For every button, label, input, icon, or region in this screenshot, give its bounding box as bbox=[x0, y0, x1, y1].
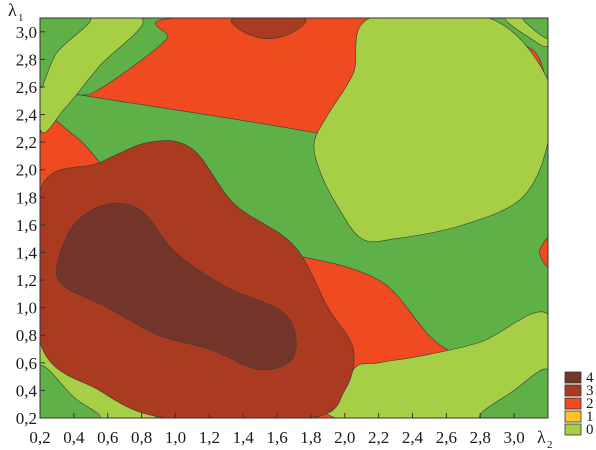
contour-region-7 bbox=[40, 18, 92, 88]
y-axis-ticks: 0,2 0,4 0,6 0,8 1,0 1,2 1,4 1,6 1,8 2,0 2,2 2,4 2,6 2… bbox=[16, 23, 45, 428]
y-axis-label: λ bbox=[8, 0, 17, 20]
x-tick-label: 1,2 bbox=[199, 428, 220, 447]
x-tick-label: 2,0 bbox=[334, 428, 355, 447]
legend-label: 0 bbox=[586, 422, 594, 438]
y-tick-label: 0,6 bbox=[16, 354, 37, 373]
legend-label: 3 bbox=[586, 383, 594, 399]
plot-frame bbox=[39, 17, 549, 419]
contour-regions bbox=[40, 18, 548, 418]
y-tick-label: 2,0 bbox=[16, 161, 37, 180]
x-tick-label: 0,6 bbox=[97, 428, 118, 447]
x-axis-label: λ bbox=[537, 427, 546, 447]
y-tick-label: 0,4 bbox=[16, 381, 38, 400]
y-tick-label: 2,2 bbox=[16, 133, 37, 152]
x-tick-label: 1,4 bbox=[233, 428, 255, 447]
contour-region-8 bbox=[522, 18, 548, 40]
y-tick-label: 0,8 bbox=[16, 326, 37, 345]
legend-swatch bbox=[564, 371, 582, 384]
legend-label: 1 bbox=[586, 409, 594, 425]
legend-swatch bbox=[564, 410, 582, 423]
y-tick-label: 2,4 bbox=[16, 106, 38, 125]
x-tick-label: 3,0 bbox=[504, 428, 525, 447]
y-tick-label: 1,4 bbox=[16, 243, 38, 262]
contour-region-5 bbox=[313, 18, 548, 243]
contour-region-6 bbox=[324, 311, 548, 418]
x-tick-label: 2,6 bbox=[436, 428, 457, 447]
contour-region-14 bbox=[539, 238, 548, 267]
y-tick-label: 2,6 bbox=[16, 78, 37, 97]
x-tick-label: 2,8 bbox=[470, 428, 491, 447]
legend-swatch bbox=[564, 384, 582, 397]
x-tick-label: 2,2 bbox=[368, 428, 389, 447]
contour-region-1 bbox=[40, 18, 144, 134]
legend-label: 4 bbox=[586, 370, 594, 386]
x-tick-label: 0,2 bbox=[29, 428, 50, 447]
contour-region-13 bbox=[230, 18, 307, 40]
legend-label: 2 bbox=[586, 396, 594, 412]
x-tick-label: 0,4 bbox=[63, 428, 85, 447]
y-tick-label: 0,2 bbox=[16, 409, 37, 428]
legend-swatch bbox=[564, 397, 582, 410]
x-tick-label: 1,0 bbox=[165, 428, 186, 447]
y-tick-label: 1,6 bbox=[16, 216, 37, 235]
y-tick-label: 1,2 bbox=[16, 271, 37, 290]
y-tick-label: 3,0 bbox=[16, 23, 37, 42]
contour-region-12 bbox=[56, 202, 297, 371]
y-tick-label: 2,8 bbox=[16, 50, 37, 69]
legend-swatch bbox=[564, 423, 582, 436]
contour-region-9 bbox=[40, 365, 101, 418]
y-tick-label: 1,0 bbox=[16, 299, 37, 318]
contour-region-10 bbox=[479, 368, 548, 418]
x-tick-label: 1,8 bbox=[300, 428, 321, 447]
x-axis-ticks: 0,2 0,4 0,6 0,8 1,0 1,2 1,4 1,6 1,8 2,0 2,2 2,4 2,6 2… bbox=[29, 413, 525, 447]
y-tick-label: 1,8 bbox=[16, 188, 37, 207]
x-tick-label: 2,4 bbox=[402, 428, 424, 447]
x-tick-label: 1,6 bbox=[266, 428, 287, 447]
y-axis-label-subscript: 1 bbox=[18, 12, 24, 24]
x-tick-label: 0,8 bbox=[131, 428, 152, 447]
x-axis-label-subscript: 2 bbox=[547, 439, 553, 450]
